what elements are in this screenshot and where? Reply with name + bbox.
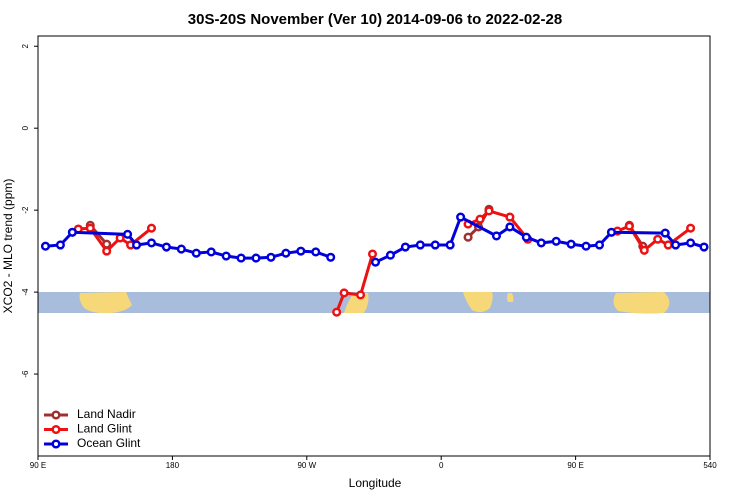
map-band (38, 292, 710, 314)
point (281, 248, 291, 258)
legend-label: Land Glint (77, 422, 132, 436)
point (475, 214, 485, 224)
x-tick-label: 180 (166, 461, 180, 470)
point (311, 247, 321, 257)
y-tick-label: 0 (21, 125, 30, 130)
y-tick-label: 2 (21, 43, 30, 48)
y-axis-label: XCO2 - MLO trend (ppm) (1, 179, 15, 314)
point (671, 240, 681, 250)
legend-label: Ocean Glint (77, 436, 141, 450)
point (356, 290, 366, 300)
point (566, 239, 576, 249)
point (176, 244, 186, 254)
point (191, 248, 201, 258)
ocean-band (38, 292, 710, 313)
land-shape (507, 293, 514, 302)
point (385, 250, 395, 260)
point (332, 307, 342, 317)
point (339, 288, 349, 298)
series-line (78, 209, 692, 313)
point (663, 240, 673, 250)
x-axis-label: Longitude (349, 476, 402, 490)
point (132, 240, 142, 250)
point (686, 238, 696, 248)
point (102, 246, 112, 256)
point (484, 206, 494, 216)
point (536, 238, 546, 248)
point (221, 251, 231, 261)
x-tick-label: 0 (439, 461, 444, 470)
point (415, 240, 425, 250)
point (430, 240, 440, 250)
x-tick-label: 90 E (30, 461, 46, 470)
legend-marker (51, 439, 61, 449)
point (606, 227, 616, 237)
point (370, 257, 381, 267)
land-shape (79, 292, 132, 314)
point (639, 245, 649, 255)
point (146, 238, 157, 248)
y-tick-label: -6 (21, 370, 30, 378)
point (456, 212, 466, 222)
point (123, 229, 133, 239)
point (594, 240, 605, 250)
point (236, 253, 246, 263)
x-tick-label: 540 (703, 461, 717, 470)
point (146, 223, 157, 233)
point (551, 236, 561, 246)
land-shape (613, 292, 670, 314)
point (296, 246, 306, 256)
point (161, 242, 171, 252)
point (624, 221, 634, 231)
point (686, 223, 696, 233)
x-tick-label: 90 W (297, 461, 316, 470)
point (206, 247, 216, 257)
point (55, 240, 65, 250)
point (326, 252, 336, 262)
point (115, 233, 125, 243)
point (367, 249, 378, 259)
point (505, 212, 515, 222)
chart-title: 30S-20S November (Ver 10) 2014-09-06 to … (188, 11, 562, 28)
land-shape (463, 292, 493, 313)
y-tick-label: -4 (21, 288, 30, 296)
point (653, 234, 663, 244)
legend-marker (51, 424, 61, 435)
legend-label: Land Nadir (77, 407, 136, 421)
legend-marker (51, 410, 61, 420)
plot-frame (37, 35, 711, 457)
point (251, 253, 261, 263)
y-tick-label: -2 (21, 206, 30, 214)
point (505, 222, 515, 232)
point (400, 242, 410, 252)
point (266, 252, 276, 262)
point (445, 240, 455, 250)
point (85, 223, 95, 233)
point (521, 232, 531, 242)
point (67, 227, 77, 237)
point (699, 242, 709, 252)
point (40, 241, 51, 251)
x-tick-label: 90 E (567, 461, 583, 470)
point (660, 228, 670, 238)
point (463, 232, 473, 242)
point (581, 241, 591, 251)
point (491, 231, 502, 241)
